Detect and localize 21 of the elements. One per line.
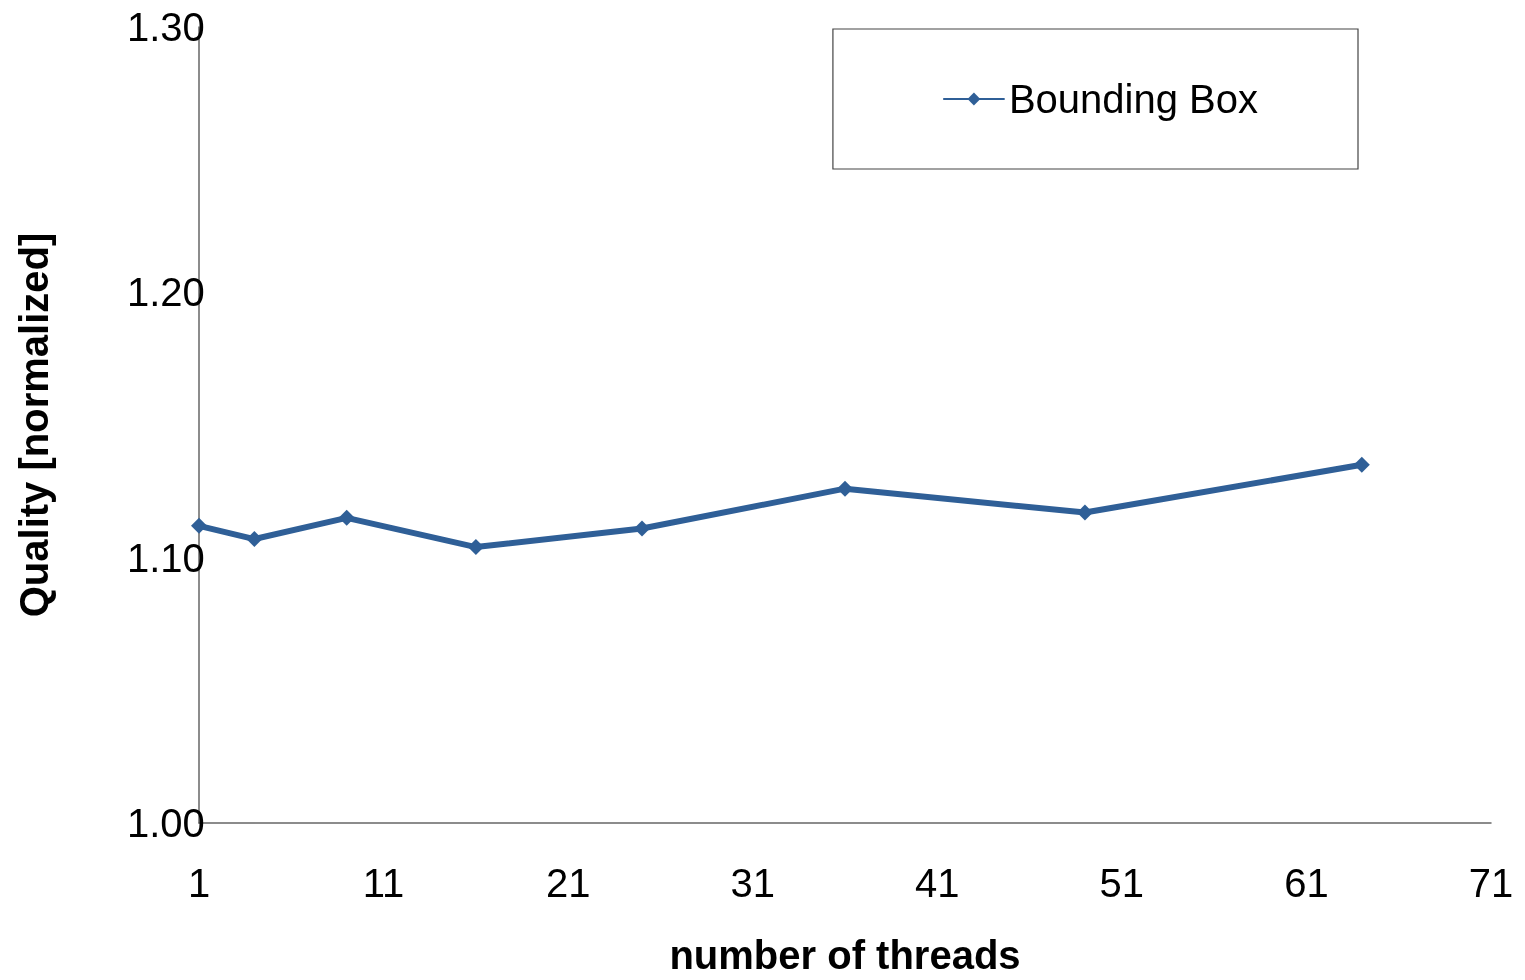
y-axis-title: Quality [normalized] bbox=[12, 232, 56, 618]
point bbox=[338, 509, 355, 526]
x-tick-label: 71 bbox=[1468, 861, 1514, 905]
x-tick-label: 41 bbox=[915, 861, 960, 905]
y-tick-label: 1.00 bbox=[127, 801, 205, 845]
x-tick-label: 51 bbox=[1099, 861, 1145, 905]
point bbox=[467, 539, 484, 556]
x-axis-title: number of threads bbox=[669, 933, 1021, 977]
y-tick-label: 1.30 bbox=[127, 5, 205, 49]
y-tick-label: 1.20 bbox=[127, 270, 205, 315]
legend-label: Bounding Box bbox=[1008, 77, 1259, 121]
point bbox=[837, 480, 853, 497]
point bbox=[246, 531, 263, 548]
x-tick-label: 31 bbox=[730, 861, 775, 905]
x-tick-label: 21 bbox=[545, 861, 591, 905]
point bbox=[1353, 456, 1370, 473]
y-tick-label: 1.10 bbox=[127, 535, 205, 580]
x-tick-label: 1 bbox=[187, 861, 211, 905]
x-tick-label: 11 bbox=[362, 861, 405, 905]
x-tick-label: 61 bbox=[1284, 861, 1329, 905]
point bbox=[191, 517, 207, 534]
